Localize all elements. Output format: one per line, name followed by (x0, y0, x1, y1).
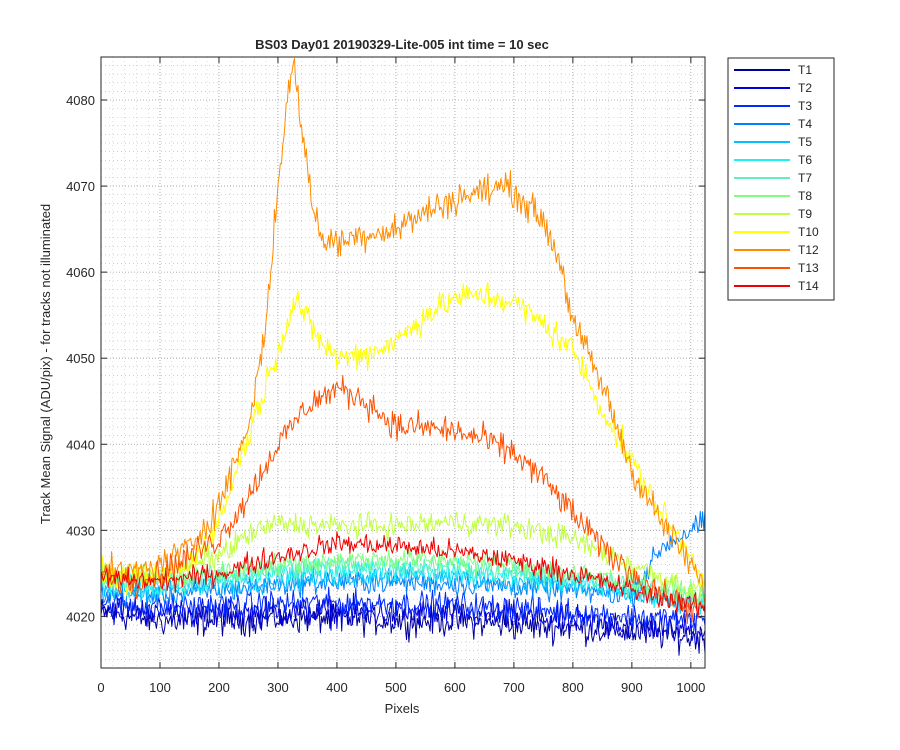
y-tick-label: 4080 (66, 93, 95, 108)
plot-frame (100, 56, 706, 669)
chart-title: BS03 Day01 20190329-Lite-005 int time = … (255, 37, 549, 52)
legend: T1 T2 T3 T4 T5 T6 T7 T8 T9 T10 T12 T13 T14 (727, 57, 835, 301)
series-line-t13 (100, 375, 706, 624)
x-tick-label: 800 (562, 680, 584, 695)
axis-ticks: 0 100 200 300 400 500 600 700 800 900 1000 4020 4030… (66, 57, 705, 695)
y-tick-label: 4020 (66, 609, 95, 624)
x-tick-label: 900 (621, 680, 643, 695)
x-tick-label: 0 (97, 680, 104, 695)
legend-label-t6: T6 (798, 153, 812, 167)
series-layer (100, 57, 706, 656)
legend-label-t14: T14 (798, 279, 819, 293)
x-tick-label: 500 (385, 680, 407, 695)
plot-area: 0 100 200 300 400 500 600 700 800 900 1000 4020 4030… (66, 56, 706, 695)
legend-label-t10: T10 (798, 225, 819, 239)
x-tick-label: 600 (444, 680, 466, 695)
y-axis-label: Track Mean Signal (ADU/pix) - for tracks… (38, 204, 53, 524)
series-line-t2 (100, 592, 706, 645)
x-axis-label: Pixels (385, 701, 420, 716)
series-line-t7 (100, 555, 706, 609)
x-tick-label: 100 (149, 680, 171, 695)
x-tick-label: 200 (208, 680, 230, 695)
series-line-t9 (100, 511, 706, 600)
legend-label-t2: T2 (798, 81, 812, 95)
y-tick-label: 4060 (66, 265, 95, 280)
series-line-t14 (100, 531, 706, 618)
x-tick-label: 700 (503, 680, 525, 695)
legend-label-t12: T12 (798, 243, 819, 257)
y-tick-label: 4040 (66, 437, 95, 452)
legend-label-t8: T8 (798, 189, 812, 203)
y-tick-label: 4030 (66, 523, 95, 538)
legend-label-t1: T1 (798, 63, 812, 77)
series-line-t3 (100, 586, 706, 636)
legend-label-t9: T9 (798, 207, 812, 221)
legend-label-t3: T3 (798, 99, 812, 113)
x-tick-label: 1000 (676, 680, 705, 695)
x-tick-label: 400 (326, 680, 348, 695)
series-line-t12 (100, 57, 706, 604)
legend-label-t4: T4 (798, 117, 812, 131)
legend-label-t5: T5 (798, 135, 812, 149)
y-tick-label: 4050 (66, 351, 95, 366)
legend-label-t7: T7 (798, 171, 812, 185)
x-tick-label: 300 (267, 680, 289, 695)
legend-label-t13: T13 (798, 261, 819, 275)
y-tick-label: 4070 (66, 179, 95, 194)
